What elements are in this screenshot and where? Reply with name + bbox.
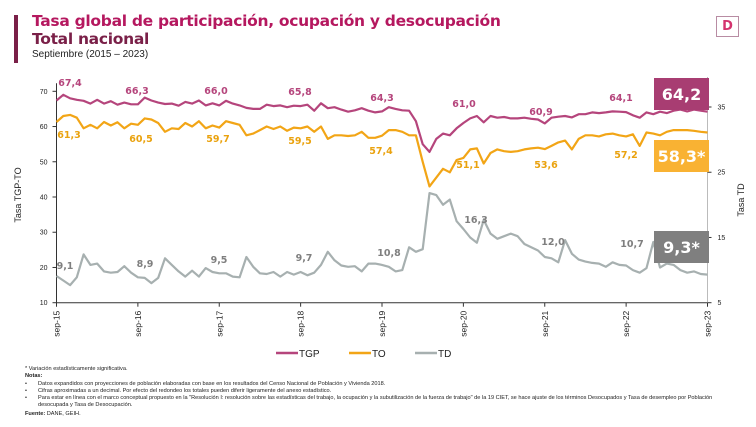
right-y-tick-label: 5: [718, 300, 722, 307]
data-label-tgp: 65,8: [288, 87, 312, 98]
x-tick-label: sep-22: [621, 310, 631, 336]
right-y-tick-label: 35: [718, 105, 726, 112]
title-accent-bar: [14, 15, 18, 63]
data-label-to: 57,4: [369, 146, 393, 157]
left-y-tick-label: 30: [40, 230, 48, 237]
data-label-to: 59,7: [206, 134, 229, 145]
data-label-td: 10,8: [377, 248, 401, 259]
data-label-td: 10,7: [620, 239, 643, 250]
right-y-axis-title: Tasa TD: [736, 183, 746, 217]
series-line-to: [55, 113, 708, 188]
data-label-to: 53,6: [534, 160, 558, 171]
data-label-td: 9,5: [211, 255, 228, 266]
x-tick-label: sep-16: [133, 310, 143, 336]
left-y-tick-label: 20: [40, 265, 48, 272]
data-label-tgp: 64,1: [609, 93, 632, 104]
x-tick-label: sep-17: [214, 310, 224, 336]
chart-subtitle: Total nacional: [32, 30, 149, 48]
series-line-tgp: [55, 93, 708, 153]
last-value-label-to: 58,3*: [658, 147, 706, 166]
last-value-box-to: [654, 140, 709, 172]
legend-label-tgp: TGP: [299, 349, 320, 360]
right-y-tick-label: 15: [718, 235, 726, 242]
series-line-td: [55, 192, 708, 287]
data-label-tgp: 67,4: [58, 78, 82, 89]
left-y-tick-label: 40: [40, 195, 48, 202]
source-label: Fuente:: [25, 410, 46, 417]
x-tick-label: sep-15: [52, 310, 62, 336]
footnotes: * Variación estadísticamente significati…: [25, 366, 730, 418]
note-item: Cifras aproximadas a un decimal. Por efe…: [25, 388, 730, 396]
legend-label-td: TD: [438, 349, 451, 360]
note-item: Para estar en línea con el marco concept…: [25, 395, 730, 410]
data-label-tgp: 66,0: [204, 86, 228, 97]
data-label-to: 59,5: [288, 136, 311, 147]
significance-note: * Variación estadísticamente significati…: [25, 366, 128, 372]
left-y-tick-label: 50: [40, 159, 48, 166]
data-label-td: 16,3: [464, 215, 487, 226]
data-label-tgp: 66,3: [125, 86, 148, 97]
x-tick-label: sep-18: [296, 310, 306, 336]
data-label-to: 60,5: [129, 134, 152, 145]
data-label-td: 9,1: [57, 261, 74, 272]
left-y-tick-label: 70: [40, 89, 48, 96]
left-y-tick-label: 10: [40, 300, 48, 307]
source-line: Fuente: DANE, GEIH.: [25, 411, 730, 418]
legend-label-to: TO: [372, 349, 386, 360]
x-tick-label: sep-19: [377, 310, 387, 336]
notes-heading: Notas:: [25, 373, 43, 380]
x-tick-label: sep-20: [458, 310, 468, 336]
dane-logo-icon: D: [716, 16, 739, 37]
x-tick-label: sep-23: [703, 310, 713, 336]
last-value-label-tgp: 64,2: [662, 85, 701, 104]
data-label-to: 57,2: [614, 150, 637, 161]
data-label-td: 9,7: [296, 253, 313, 264]
chart-period: Septiembre (2015 – 2023): [32, 49, 149, 60]
data-label-td: 12,0: [541, 237, 565, 248]
note-item: Datos expandidos con proyecciones de pob…: [25, 381, 730, 389]
chart-title: Tasa global de participación, ocupación …: [32, 12, 501, 30]
last-value-box-td: [654, 231, 709, 263]
last-value-label-td: 9,3*: [663, 238, 700, 257]
data-label-tgp: 60,9: [529, 107, 552, 118]
last-value-box-tgp: [654, 78, 709, 110]
left-y-tick-label: 60: [40, 124, 48, 131]
left-y-axis-title: Tasa TGP-TO: [13, 167, 23, 222]
x-tick-label: sep-21: [540, 310, 550, 336]
source-text: DANE, GEIH.: [45, 410, 81, 417]
data-label-to: 51,1: [456, 160, 479, 171]
data-label-tgp: 61,0: [452, 99, 476, 110]
data-label-tgp: 64,3: [370, 93, 393, 104]
right-y-tick-label: 25: [718, 170, 726, 177]
data-label-td: 8,9: [137, 259, 154, 270]
data-label-to: 61,3: [57, 130, 80, 141]
